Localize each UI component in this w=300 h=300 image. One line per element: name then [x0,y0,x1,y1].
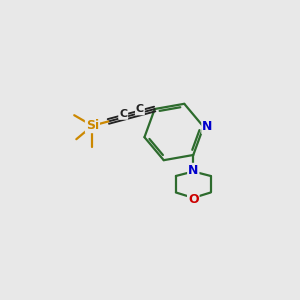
Text: C: C [136,104,144,114]
Text: N: N [202,120,213,133]
Text: C: C [119,109,127,119]
Text: Si: Si [86,119,99,132]
Text: O: O [188,194,199,206]
Text: N: N [188,164,199,177]
